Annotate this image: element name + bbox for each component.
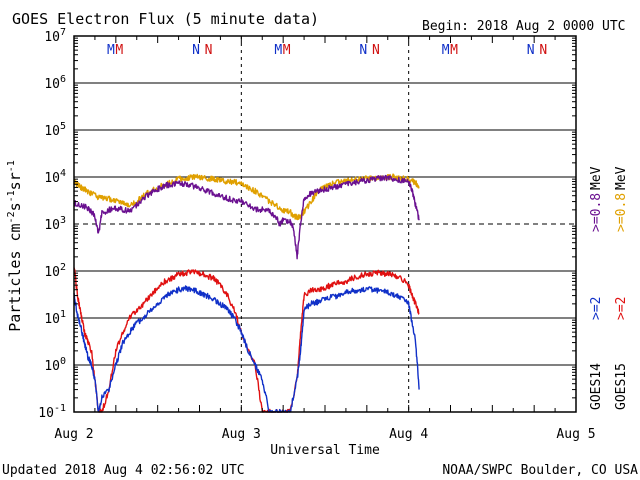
- legend-entry: >=2: [589, 297, 604, 320]
- midnight-marker: N: [539, 43, 547, 58]
- midnight-marker: N: [192, 43, 200, 58]
- legend: GOES14 >=2 >=0.8 GOES15 >=2 >=0.8 MeV MeV: [589, 166, 629, 410]
- credit: NOAA/SWPC Boulder, CO USA: [442, 463, 638, 478]
- y-tick-label: 10-1: [38, 403, 66, 421]
- y-tick-label: 101: [44, 309, 66, 327]
- legend-entry: >=0.8: [614, 193, 629, 232]
- y-axis-label: Particles cm-2s-1sr-1: [6, 160, 24, 332]
- legend-unit: MeV: [589, 166, 604, 190]
- y-tick-label: 104: [44, 168, 66, 186]
- x-tick-label: Aug 3: [222, 427, 261, 442]
- x-tick-label: Aug 4: [389, 427, 428, 442]
- plot-series: [73, 173, 420, 413]
- midnight-marker: M: [274, 43, 282, 58]
- midnight-marker: N: [527, 43, 535, 58]
- midnight-marker: M: [450, 43, 458, 58]
- midnight-marker: M: [115, 43, 123, 58]
- series-line: [73, 174, 420, 260]
- y-tick-label: 107: [44, 27, 66, 45]
- plot-grid: [74, 36, 576, 412]
- midnight-marker: M: [283, 43, 291, 58]
- axis-ticks: 10-1 100 101 102 103 104 105 106 107 Aug 2 Aug 3 Au…: [38, 27, 595, 442]
- series-line: [73, 285, 420, 413]
- legend-entry: >=2: [614, 297, 629, 320]
- legend-entry: >=0.8: [589, 193, 604, 232]
- midnight-marker: N: [372, 43, 380, 58]
- legend-satellite: GOES15: [614, 363, 629, 410]
- x-axis-label: Universal Time: [270, 443, 380, 458]
- legend-unit: MeV: [614, 166, 629, 190]
- midnight-marker: M: [442, 43, 450, 58]
- y-tick-label: 105: [44, 121, 66, 139]
- y-tick-label: 103: [44, 215, 66, 233]
- updated-time: Updated 2018 Aug 4 02:56:02 UTC: [2, 463, 245, 478]
- y-tick-label: 100: [44, 356, 66, 374]
- y-tick-label: 102: [44, 262, 66, 280]
- midnight-marker: M: [107, 43, 115, 58]
- midnight-marker: N: [359, 43, 367, 58]
- midnight-marker: N: [205, 43, 213, 58]
- chart-title: GOES Electron Flux (5 minute data): [12, 10, 319, 28]
- x-tick-label: Aug 5: [556, 427, 595, 442]
- y-tick-label: 106: [44, 74, 66, 92]
- x-tick-label: Aug 2: [54, 427, 93, 442]
- begin-time: Begin: 2018 Aug 2 0000 UTC: [422, 19, 626, 34]
- legend-satellite: GOES14: [589, 363, 604, 410]
